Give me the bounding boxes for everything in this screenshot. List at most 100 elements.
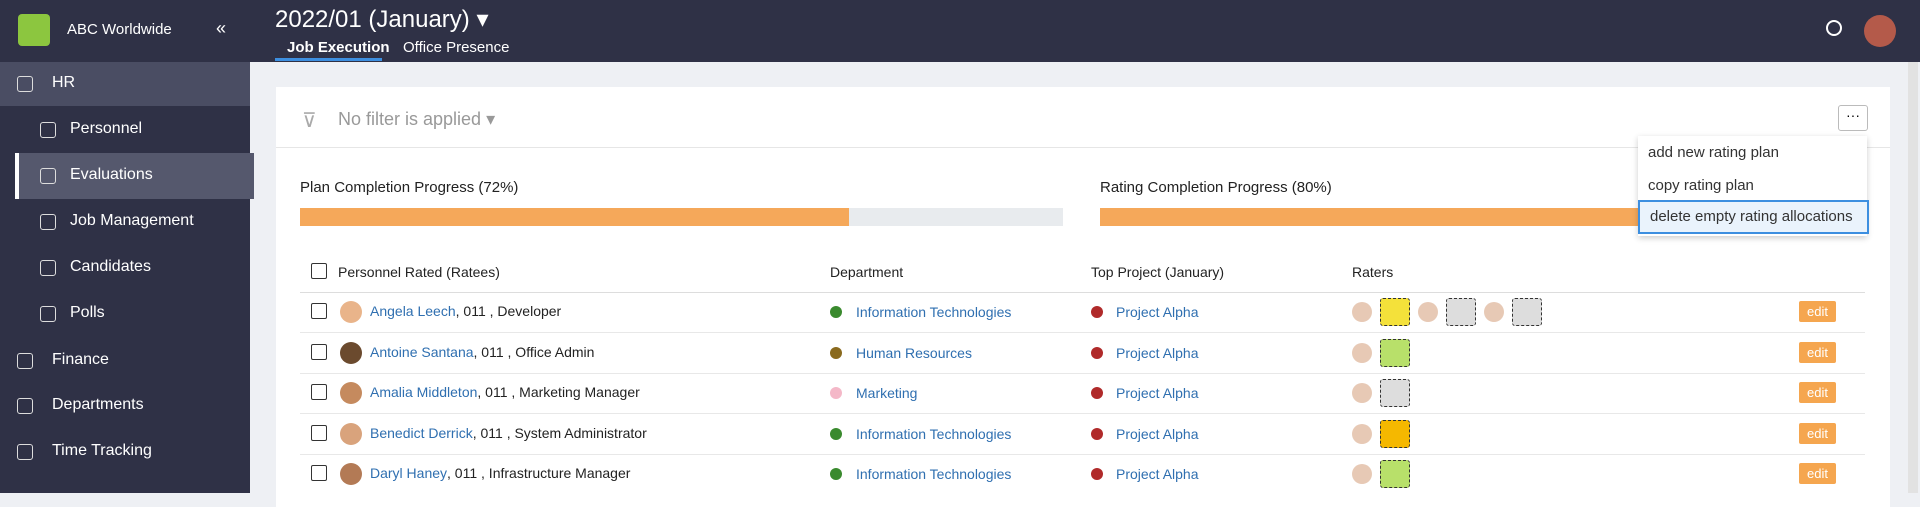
department[interactable]: Information Technologies bbox=[856, 304, 1012, 320]
project[interactable]: Project Alpha bbox=[1116, 425, 1199, 442]
rating-badge bbox=[1380, 298, 1410, 326]
rater-avatar bbox=[1418, 302, 1438, 322]
project-dot bbox=[1091, 306, 1103, 318]
menu-item[interactable]: Polls bbox=[70, 304, 105, 321]
ratee-name[interactable]: Antoine Santana bbox=[370, 343, 474, 360]
dropdown-menu: add new rating plan copy rating plan delet… bbox=[1638, 136, 1869, 236]
tab[interactable]: Office Presence bbox=[403, 39, 510, 56]
department-dot bbox=[830, 468, 842, 480]
project[interactable]: Project Alpha bbox=[1116, 385, 1199, 401]
project[interactable]: Project Alpha bbox=[1116, 344, 1199, 361]
menu-item[interactable]: HR bbox=[52, 74, 76, 91]
menu-item[interactable]: Departments bbox=[52, 396, 144, 413]
edit-button[interactable]: edit bbox=[1799, 341, 1836, 363]
menu-item[interactable]: Time Tracking bbox=[52, 442, 152, 459]
progress-fill bbox=[1100, 208, 1711, 226]
project[interactable]: Project Alpha bbox=[1116, 466, 1199, 482]
top-bar: 2022/01 (January) ▾ Job Execution Office… bbox=[250, 0, 1920, 62]
avatar bbox=[340, 382, 362, 404]
rating-badge bbox=[1380, 460, 1410, 488]
column-header: Personnel Rated (Ratees) bbox=[338, 264, 500, 280]
row-separator bbox=[300, 413, 1865, 414]
project-dot bbox=[1091, 346, 1103, 359]
column-header: Raters bbox=[1352, 264, 1394, 280]
scrollbar bbox=[1908, 62, 1918, 493]
rater-avatar bbox=[1352, 383, 1372, 403]
period-title[interactable]: 2022/01 (January) ▾ bbox=[275, 6, 489, 33]
filter-text: No filter is applied bbox=[338, 109, 482, 129]
avatar bbox=[340, 422, 362, 445]
department[interactable]: Marketing bbox=[856, 385, 918, 401]
checkbox[interactable] bbox=[311, 343, 327, 360]
avatar bbox=[340, 463, 362, 485]
menu-icon bbox=[17, 353, 33, 369]
project-dot bbox=[1091, 387, 1103, 399]
edit-button[interactable]: edit bbox=[1799, 422, 1836, 444]
search[interactable] bbox=[1826, 20, 1842, 36]
ratee-details: , 011 , Office Admin bbox=[473, 343, 595, 360]
user-avatar[interactable] bbox=[1864, 15, 1896, 47]
department[interactable]: Information Technologies bbox=[856, 425, 1012, 442]
ratee: Amalia Middleton, 011 , Marketing Manage… bbox=[370, 384, 640, 400]
checkbox[interactable] bbox=[311, 263, 327, 279]
ratee-name[interactable]: Daryl Haney bbox=[370, 465, 448, 481]
menu-option[interactable]: delete empty rating allocations bbox=[1638, 200, 1869, 234]
row-separator bbox=[300, 372, 1865, 374]
ratee-name[interactable]: Benedict Derrick bbox=[370, 424, 473, 441]
card: ⊽ No filter is applied ▾ ··· Plan Comple… bbox=[276, 87, 1890, 507]
column-header: Top Project (January) bbox=[1091, 264, 1225, 280]
department-dot bbox=[830, 346, 842, 359]
department[interactable]: Human Resources bbox=[856, 344, 972, 361]
avatar bbox=[340, 341, 362, 364]
checkbox[interactable] bbox=[311, 465, 327, 481]
progress-label: Plan Completion Progress (72%) bbox=[300, 179, 519, 196]
menu-option[interactable]: add new rating plan bbox=[1648, 144, 1779, 161]
checkbox[interactable] bbox=[311, 384, 327, 400]
rater-avatar bbox=[1352, 342, 1372, 363]
ratee-details: , 011 , Infrastructure Manager bbox=[447, 465, 631, 481]
filter[interactable]: No filter is applied ▾ bbox=[338, 109, 496, 129]
menu-icon bbox=[17, 76, 33, 92]
ratee: Angela Leech, 011 , Developer bbox=[370, 303, 561, 319]
separator bbox=[300, 292, 1865, 293]
menu-item[interactable]: Personnel bbox=[70, 120, 143, 137]
menu-item[interactable]: Job Management bbox=[70, 212, 194, 229]
tab[interactable]: Job Execution bbox=[287, 39, 390, 56]
department-dot bbox=[830, 306, 842, 318]
tab-underline bbox=[275, 58, 382, 61]
column-header: Department bbox=[830, 264, 904, 280]
more-button[interactable]: ··· bbox=[1838, 105, 1868, 131]
menu-item[interactable]: Candidates bbox=[70, 258, 151, 275]
rating-badge bbox=[1446, 298, 1476, 326]
progress-label: Rating Completion Progress (80%) bbox=[1100, 179, 1332, 196]
edit-button[interactable]: edit bbox=[1799, 301, 1836, 322]
checkbox[interactable] bbox=[311, 303, 327, 319]
menu-bg bbox=[0, 62, 250, 106]
rating-badge bbox=[1380, 419, 1410, 448]
progress-fill bbox=[300, 208, 850, 226]
ratee-details: , 011 , Developer bbox=[455, 303, 562, 319]
filter-icon: ⊽ bbox=[302, 110, 317, 132]
row-separator bbox=[300, 332, 1865, 333]
project[interactable]: Project Alpha bbox=[1116, 304, 1199, 320]
rater-avatar bbox=[1352, 464, 1372, 484]
department-dot bbox=[830, 427, 842, 440]
menu-item[interactable]: Finance bbox=[52, 351, 109, 368]
menu-option[interactable]: copy rating plan bbox=[1648, 177, 1754, 194]
period-text: 2022/01 (January) bbox=[275, 6, 470, 33]
edit-button[interactable]: edit bbox=[1799, 382, 1836, 403]
edit-button[interactable]: edit bbox=[1799, 463, 1836, 484]
collapse[interactable]: « bbox=[216, 18, 227, 38]
org-name[interactable]: ABC Worldwide bbox=[67, 21, 172, 38]
menu-bg bbox=[15, 153, 254, 199]
department[interactable]: Information Technologies bbox=[856, 466, 1012, 482]
sidebar: ABC Worldwide « HR Personnel Evaluations Jo… bbox=[0, 0, 254, 493]
checkbox[interactable] bbox=[311, 424, 327, 441]
project-dot bbox=[1091, 427, 1103, 440]
ratee-name[interactable]: Amalia Middleton bbox=[370, 384, 478, 400]
menu-icon bbox=[40, 214, 56, 230]
ratee-name[interactable]: Angela Leech bbox=[370, 303, 456, 319]
rating-badge bbox=[1380, 338, 1410, 367]
menu-item[interactable]: Evaluations bbox=[70, 166, 153, 183]
